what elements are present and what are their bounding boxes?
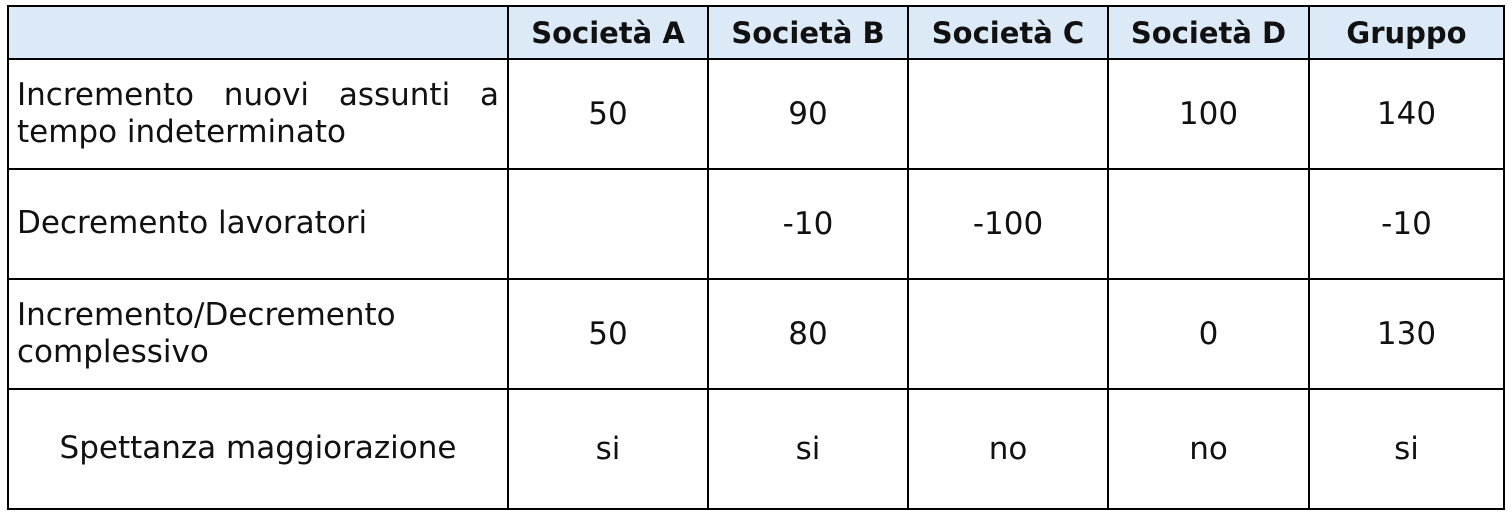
table-row: Incremento nuovi assunti a tempo indeter…	[7, 58, 1505, 170]
table-row: Decremento lavoratori -10 -100 -10	[7, 168, 1505, 280]
column-header: Società C	[907, 5, 1109, 60]
cell: si	[1308, 388, 1505, 510]
column-header: Gruppo	[1308, 5, 1505, 60]
row-label: Incremento/Decremento complessivo	[7, 278, 509, 390]
header-row: Società A Società B Società C Società D Grup…	[7, 5, 1505, 60]
empty-cell	[907, 278, 1109, 390]
cell: -10	[707, 168, 909, 280]
cell: 130	[1308, 278, 1505, 390]
cell: -10	[1308, 168, 1505, 280]
cell: no	[907, 388, 1109, 510]
empty-cell	[1107, 168, 1310, 280]
table-body: Incremento nuovi assunti a tempo indeter…	[7, 58, 1505, 510]
cell: 80	[707, 278, 909, 390]
cell: 90	[707, 58, 909, 170]
row-label: Spettanza maggiorazione	[7, 388, 509, 510]
cell: 50	[507, 278, 709, 390]
table-container: Società A Società B Società C Società D Grup…	[7, 5, 1505, 510]
column-header: Società A	[507, 5, 709, 60]
empty-cell	[907, 58, 1109, 170]
empty-cell	[507, 168, 709, 280]
cell: si	[507, 388, 709, 510]
table-row: Incremento/Decremento complessivo 50 80 0 13…	[7, 278, 1505, 390]
cell: -100	[907, 168, 1109, 280]
cell: si	[707, 388, 909, 510]
header-corner	[7, 5, 509, 60]
cell: no	[1107, 388, 1310, 510]
column-header: Società B	[707, 5, 909, 60]
column-header: Società D	[1107, 5, 1310, 60]
cell: 50	[507, 58, 709, 170]
cell: 0	[1107, 278, 1310, 390]
table-row: Spettanza maggiorazione si si no no si	[7, 388, 1505, 510]
table: Società A Società B Società C Società D Grup…	[7, 5, 1505, 510]
row-label: Decremento lavoratori	[7, 168, 509, 280]
cell: 100	[1107, 58, 1310, 170]
cell: 140	[1308, 58, 1505, 170]
row-label: Incremento nuovi assunti a tempo indeter…	[7, 58, 509, 170]
